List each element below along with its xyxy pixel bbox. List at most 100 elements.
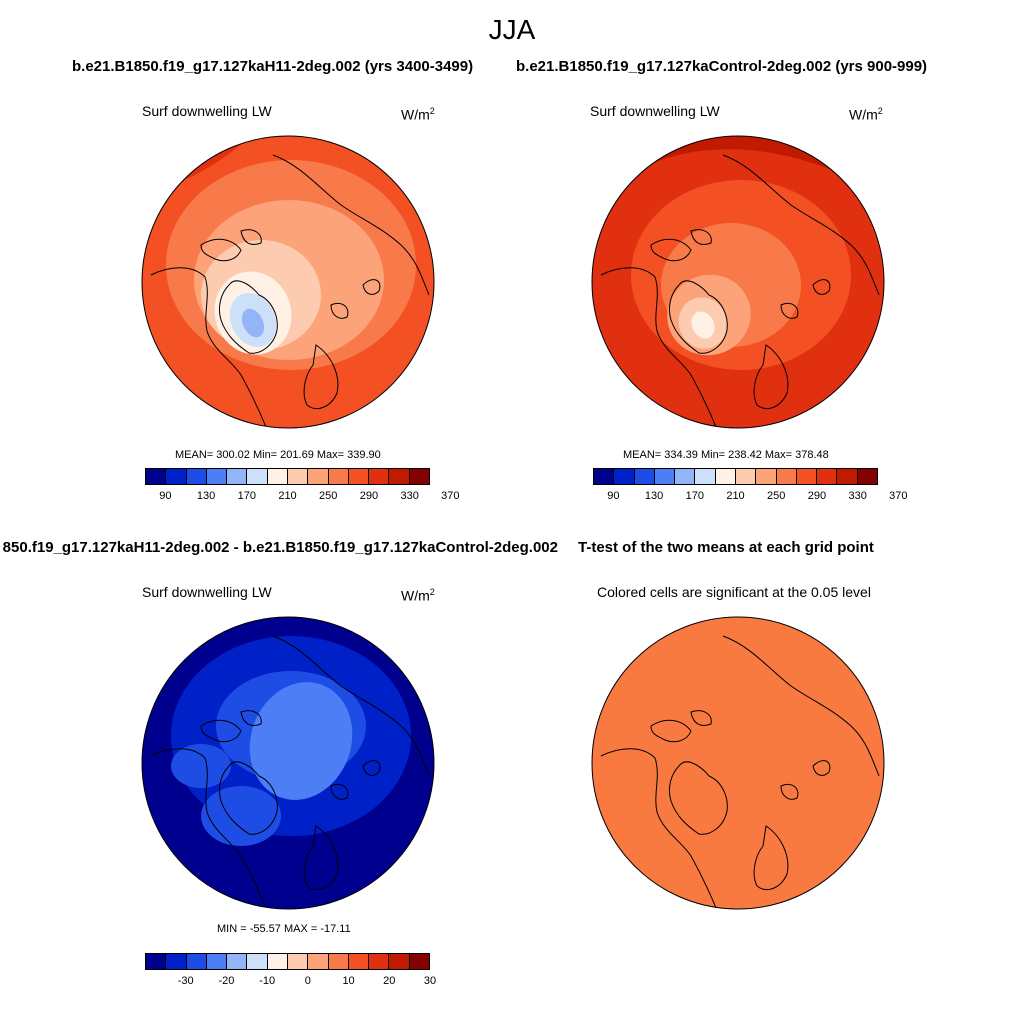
panel1-tick-label: 170 bbox=[237, 490, 256, 502]
panel1-tick-label: 290 bbox=[359, 490, 379, 502]
panel3-stats: MIN = -55.57 MAX = -17.11 bbox=[217, 923, 351, 935]
panel3-tick-label: -30 bbox=[177, 975, 194, 987]
panel3-colorbar-swatch bbox=[409, 954, 429, 969]
panel4-polar-map bbox=[591, 616, 885, 910]
panel3-colorbar-swatch bbox=[348, 954, 370, 969]
field-region bbox=[249, 682, 353, 800]
panel3-colorbar-swatch bbox=[267, 954, 288, 969]
panel1-stats: MEAN= 300.02 Min= 201.69 Max= 339.90 bbox=[175, 449, 381, 461]
coastline bbox=[753, 344, 789, 409]
panel1-tick-label: 130 bbox=[196, 490, 216, 502]
panel1-colorbar-swatch bbox=[287, 469, 309, 484]
coastline bbox=[650, 719, 692, 743]
coastline bbox=[780, 783, 799, 800]
panel3-colorbar-swatch bbox=[186, 954, 207, 969]
panel3-tick-label: 20 bbox=[383, 975, 396, 987]
panel3-colorbar-swatch bbox=[389, 954, 410, 969]
coastline bbox=[150, 748, 267, 909]
panel3-colorbar-swatch bbox=[247, 954, 268, 969]
coastline bbox=[780, 302, 799, 319]
panel3-tick-label: 10 bbox=[342, 975, 355, 987]
panel1-colorbar-swatch bbox=[166, 469, 187, 484]
coastline bbox=[240, 229, 262, 245]
panel2-colorbar-swatch bbox=[715, 469, 736, 484]
coastline bbox=[722, 154, 880, 296]
panel2-colorbar-swatch bbox=[594, 469, 615, 484]
coastline bbox=[330, 302, 349, 319]
panel1-unit: W/m2 bbox=[401, 106, 435, 123]
panel3-colorbar-swatch bbox=[369, 954, 390, 969]
map-boundary bbox=[591, 616, 885, 910]
panel1-polar-map bbox=[141, 135, 435, 429]
panel1-colorbar-swatch bbox=[348, 469, 370, 484]
coastline bbox=[200, 238, 242, 262]
panel3-colorbar-swatch bbox=[206, 954, 228, 969]
coastline bbox=[690, 710, 712, 726]
panel1-colorbar-swatch bbox=[369, 469, 390, 484]
panel4-background-field bbox=[592, 617, 884, 909]
panel1-colorbar-swatch bbox=[186, 469, 207, 484]
coastline bbox=[218, 280, 278, 354]
panel1-colorbar-swatch bbox=[308, 469, 329, 484]
map-boundary bbox=[141, 616, 435, 910]
panel3-colorbar-swatch bbox=[166, 954, 187, 969]
coastline bbox=[600, 748, 717, 909]
panel2-colorbar-swatch bbox=[857, 469, 877, 484]
panel3-tick-label: 0 bbox=[304, 975, 311, 987]
panel1-title: b.e21.B1850.f19_g17.127kaH11-2deg.002 (y… bbox=[72, 58, 474, 75]
panel3-tick-label: -10 bbox=[259, 975, 276, 987]
panel4-title: T-test of the two means at each grid poi… bbox=[578, 539, 874, 556]
panel3-tick-label: -20 bbox=[218, 975, 235, 987]
panel1-colorbar-swatch bbox=[247, 469, 268, 484]
coastline bbox=[218, 761, 278, 835]
coastline bbox=[150, 267, 267, 428]
panel2-tick-label: 130 bbox=[644, 490, 664, 502]
panel2-tick-label: 330 bbox=[848, 490, 867, 502]
panel2-colorbar-swatch bbox=[776, 469, 797, 484]
coastline bbox=[303, 344, 339, 409]
panel2-tick-label: 250 bbox=[767, 490, 786, 502]
panel2-colorbar-swatch bbox=[695, 469, 716, 484]
panel1-colorbar-swatch bbox=[267, 469, 288, 484]
coastline bbox=[668, 761, 728, 835]
panel2-stats: MEAN= 334.39 Min= 238.42 Max= 378.48 bbox=[623, 449, 829, 461]
panel1-colorbar-swatch bbox=[146, 469, 167, 484]
panel2-tick-label: 90 bbox=[607, 490, 620, 502]
panel1-colorbar-swatch bbox=[206, 469, 228, 484]
field-region bbox=[691, 311, 715, 339]
map-boundary bbox=[591, 135, 885, 429]
panel1-colorbar-swatch bbox=[389, 469, 410, 484]
figure-title: JJA bbox=[488, 14, 536, 45]
panel3-colorbar-swatch bbox=[227, 954, 248, 969]
panel3-colorbar-swatch bbox=[328, 954, 349, 969]
panel1-tick-label: 330 bbox=[400, 490, 419, 502]
panel2-unit: W/m2 bbox=[849, 106, 883, 123]
field-region bbox=[171, 744, 231, 788]
panel3-tick-label: 30 bbox=[423, 975, 437, 987]
panel1-tick-label: 370 bbox=[441, 490, 460, 502]
coastline bbox=[200, 719, 242, 743]
panel3-subtitle: Surf downwelling LW bbox=[142, 584, 272, 600]
coastline bbox=[362, 760, 381, 776]
panel2-subtitle: Surf downwelling LW bbox=[590, 103, 720, 119]
panel3-title: b.e21.B1850.f19_g17.127kaH11-2deg.002 - … bbox=[3, 539, 558, 556]
coastline bbox=[240, 710, 262, 726]
panel3-polar-map bbox=[141, 616, 435, 910]
panel1-colorbar-swatch bbox=[227, 469, 248, 484]
panel2-colorbar-swatch bbox=[817, 469, 838, 484]
panel2-colorbar-swatch bbox=[735, 469, 757, 484]
panel1-tick-label: 250 bbox=[319, 490, 338, 502]
panel1-colorbar-swatch bbox=[409, 469, 429, 484]
coastline bbox=[753, 825, 789, 890]
panel3-colorbar bbox=[145, 953, 430, 970]
panel1-subtitle: Surf downwelling LW bbox=[142, 103, 272, 119]
panel3-colorbar-swatch bbox=[287, 954, 309, 969]
panel2-colorbar-swatch bbox=[634, 469, 655, 484]
coastline bbox=[812, 760, 831, 776]
coastline bbox=[812, 279, 831, 295]
panel3-colorbar-swatch bbox=[146, 954, 167, 969]
panel1-colorbar-swatch bbox=[328, 469, 349, 484]
panel2-polar-map bbox=[591, 135, 885, 429]
panel1-tick-label: 90 bbox=[159, 490, 172, 502]
panel2-title: b.e21.B1850.f19_g17.127kaControl-2deg.00… bbox=[516, 58, 928, 75]
